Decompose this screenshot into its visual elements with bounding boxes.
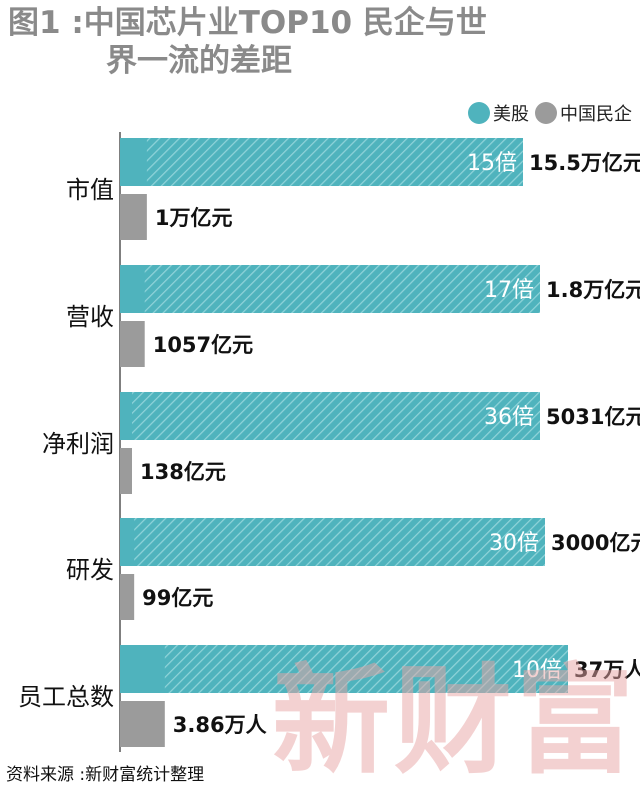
legend: 美股 中国民企 (462, 100, 632, 126)
category-label-0: 市值 (66, 176, 114, 204)
legend-item-cn: 中国民企 (535, 100, 632, 126)
value-label-us-2: 5031亿元 (546, 405, 640, 429)
bar-us-0 (120, 138, 523, 186)
value-label-cn-0: 1万亿元 (155, 206, 233, 230)
ratio-label-4: 10倍 (512, 658, 562, 683)
ratio-label-1: 17倍 (484, 278, 534, 303)
legend-label-us: 美股 (493, 104, 529, 125)
value-label-cn-4: 3.86万人 (173, 713, 267, 737)
value-label-cn-1: 1057亿元 (153, 333, 253, 357)
ratio-label-2: 36倍 (484, 405, 534, 430)
bar-chart: 15倍 15.5万亿元 1万亿元 市值 17倍 1.8万亿元 1057亿元 营收 36倍 5031… (18, 132, 640, 752)
value-label-us-0: 15.5万亿元 (529, 151, 640, 175)
title-line-1: 图1 :中国芯片业TOP10 民企与世 (8, 5, 487, 41)
title-line-2: 界一流的差距 (106, 43, 292, 79)
bar-us-solid-2 (120, 392, 132, 440)
bar-cn-3 (120, 574, 135, 620)
category-label-2: 净利润 (42, 430, 114, 458)
ratio-label-3: 30倍 (489, 531, 539, 556)
category-label-4: 员工总数 (18, 683, 114, 711)
value-label-cn-2: 138亿元 (140, 460, 226, 484)
value-label-us-4: 37万人 (574, 658, 640, 682)
legend-swatch-us (468, 102, 490, 124)
value-label-cn-3: 99亿元 (142, 586, 213, 610)
bar-us-solid-1 (120, 265, 145, 313)
bar-cn-1 (120, 321, 145, 367)
category-label-1: 营收 (66, 303, 114, 331)
bar-us-1 (120, 265, 540, 313)
legend-swatch-cn (535, 102, 557, 124)
bar-us-solid-4 (120, 645, 165, 693)
bar-us-4 (120, 645, 568, 693)
ratio-label-0: 15倍 (467, 151, 517, 176)
bar-us-solid-0 (120, 138, 147, 186)
bar-us-2 (120, 392, 540, 440)
bar-cn-0 (120, 194, 147, 240)
value-label-us-3: 3000亿元 (551, 531, 640, 555)
chart-title: 图1 :中国芯片业TOP10 民企与世 界一流的差距 (8, 4, 633, 80)
legend-label-cn: 中国民企 (560, 104, 632, 125)
legend-item-us: 美股 (468, 100, 529, 126)
bar-cn-4 (120, 701, 165, 747)
value-label-us-1: 1.8万亿元 (546, 278, 640, 302)
bar-us-solid-3 (120, 518, 135, 566)
bar-us-3 (120, 518, 545, 566)
source-note: 资料来源 :新财富统计整理 (6, 765, 205, 785)
bar-cn-2 (120, 448, 132, 494)
category-label-3: 研发 (66, 556, 114, 584)
